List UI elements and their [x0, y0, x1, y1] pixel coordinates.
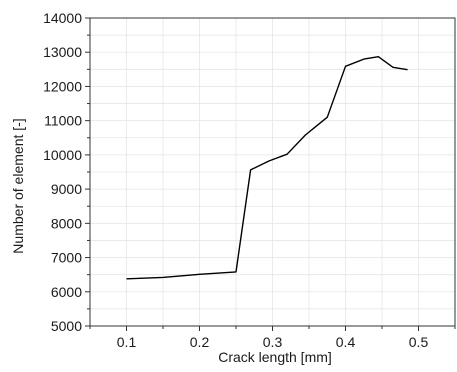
y-tick-label: 11000	[44, 113, 82, 129]
grid	[90, 18, 455, 326]
y-tick-label: 14000	[43, 10, 82, 26]
x-tick-label: 0.2	[190, 334, 210, 350]
y-tick-label: 9000	[51, 181, 82, 197]
x-axis-label: Crack length [mm]	[218, 349, 332, 365]
x-tick-label: 0.1	[117, 334, 137, 350]
x-tick-label: 0.3	[263, 334, 283, 350]
y-tick-label: 7000	[51, 250, 82, 266]
y-tick-label: 5000	[51, 318, 82, 334]
ticks: 5000 6000 7000 8000 9000 10000 11000 12000 13000…	[43, 10, 456, 350]
y-axis-label: Number of element [-]	[10, 118, 26, 253]
y-tick-label: 13000	[43, 44, 82, 60]
y-tick-label: 8000	[51, 215, 82, 231]
y-tick-label: 12000	[43, 78, 82, 94]
series-line	[126, 56, 408, 280]
series-layer	[126, 56, 408, 280]
x-tick-label: 0.5	[409, 334, 429, 350]
y-tick-label: 10000	[43, 147, 82, 163]
y-tick-label: 6000	[51, 284, 82, 300]
x-tick-label: 0.4	[336, 334, 356, 350]
